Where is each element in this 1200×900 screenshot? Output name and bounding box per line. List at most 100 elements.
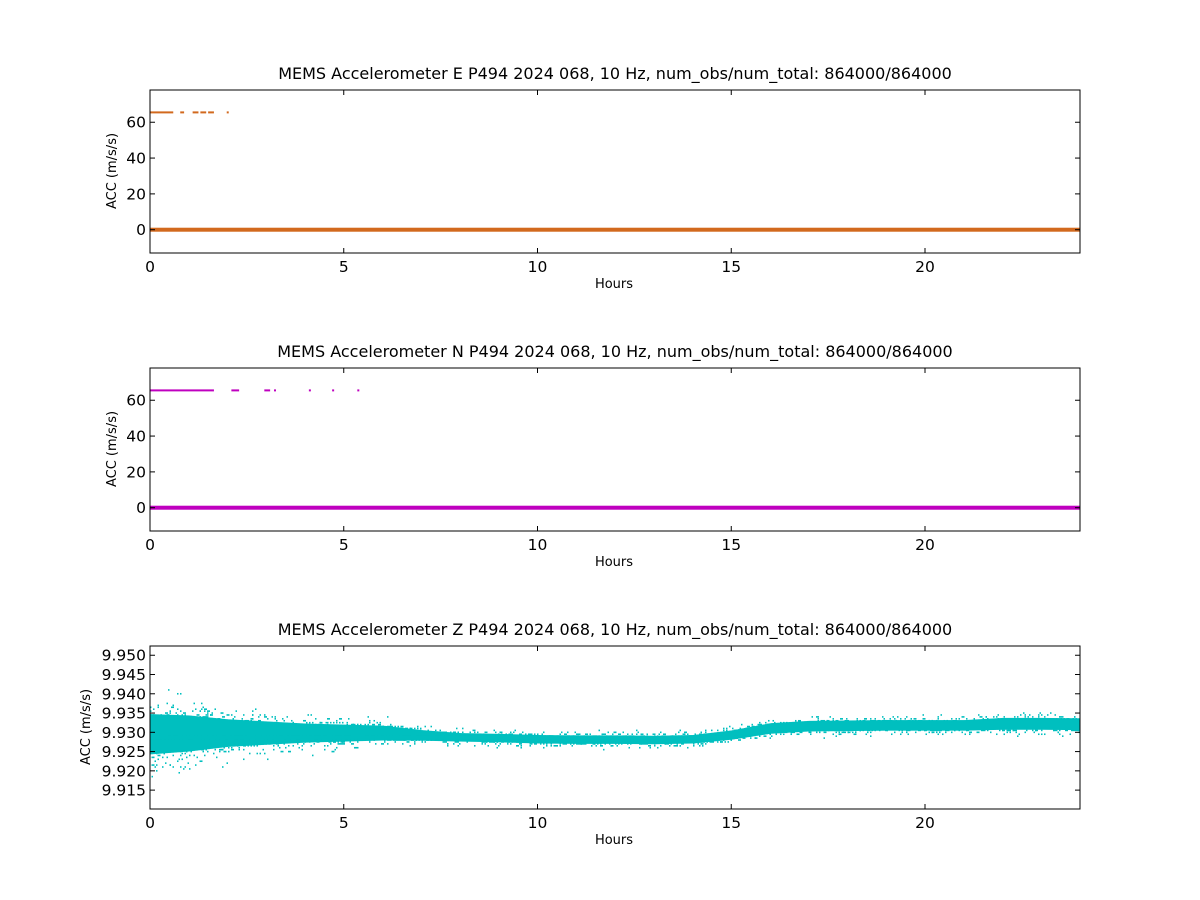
data-point — [832, 733, 834, 736]
data-point — [399, 727, 401, 730]
data-point — [823, 727, 825, 730]
data-point — [565, 739, 567, 741]
data-point — [474, 745, 476, 747]
data-point — [388, 731, 390, 734]
data-point — [346, 729, 348, 732]
data-point — [796, 721, 798, 724]
data-point — [535, 737, 537, 739]
data-point — [874, 719, 876, 722]
data-point — [1032, 725, 1034, 728]
data-point — [606, 741, 608, 743]
data-point — [868, 729, 870, 732]
data-point — [840, 729, 842, 732]
data-point — [247, 719, 249, 722]
data-point — [1059, 716, 1061, 718]
data-point — [912, 727, 914, 730]
data-point — [357, 737, 359, 739]
data-point — [235, 735, 237, 737]
data-point — [703, 739, 705, 741]
data-point — [622, 731, 624, 734]
data-point — [390, 725, 392, 728]
data-point — [789, 725, 791, 728]
data-point — [619, 741, 621, 743]
data-point — [1060, 719, 1062, 722]
data-point — [960, 723, 962, 726]
data-point — [363, 725, 365, 728]
data-point — [1017, 735, 1019, 737]
data-point — [699, 741, 701, 743]
data-point — [267, 729, 269, 732]
data-point — [958, 725, 960, 728]
data-point — [214, 748, 216, 751]
data-point — [364, 723, 366, 726]
data-point — [174, 727, 176, 730]
data-point — [462, 733, 464, 736]
data-point — [982, 719, 984, 731]
data-point — [189, 745, 191, 747]
data-point — [961, 716, 963, 718]
data-point — [174, 748, 176, 751]
data-point — [841, 727, 843, 730]
data-point — [1026, 719, 1028, 722]
data-point — [726, 727, 728, 730]
data-point — [775, 727, 777, 730]
data-point — [162, 714, 164, 754]
data-point — [183, 737, 185, 739]
data-point — [996, 719, 998, 722]
data-point — [1009, 719, 1011, 722]
data-point — [775, 723, 777, 726]
data-point — [909, 725, 911, 728]
data-point — [331, 735, 333, 737]
data-point — [333, 731, 335, 734]
data-point — [273, 745, 275, 747]
data-point — [744, 735, 746, 737]
data-point — [904, 723, 906, 726]
data-point — [864, 725, 866, 728]
data-point — [226, 737, 228, 739]
data-point — [913, 723, 915, 726]
data-point — [841, 718, 843, 720]
data-point — [705, 729, 707, 732]
data-point — [603, 748, 605, 751]
data-point — [880, 725, 882, 728]
data-point — [315, 731, 317, 734]
data-point — [313, 733, 315, 736]
data-point — [463, 733, 465, 742]
data-point — [250, 727, 252, 730]
data-point — [865, 718, 867, 720]
data-point — [253, 720, 255, 746]
data-point — [223, 716, 225, 718]
data-point — [531, 734, 533, 744]
data-point — [927, 723, 929, 726]
data-point — [549, 735, 551, 737]
data-point — [964, 721, 966, 724]
data-point — [202, 716, 204, 750]
data-point — [1074, 729, 1076, 732]
data-point — [943, 719, 945, 722]
data-point — [1020, 723, 1022, 726]
data-point — [190, 750, 192, 753]
data-point — [802, 721, 804, 732]
data-point — [987, 718, 989, 720]
data-point — [1024, 714, 1026, 716]
data-point — [417, 735, 419, 737]
data-point — [618, 739, 620, 741]
data-point — [334, 724, 336, 742]
data-point — [378, 723, 380, 726]
data-point — [450, 737, 452, 739]
data-point — [190, 741, 192, 743]
data-point — [663, 735, 665, 737]
data-point — [919, 719, 921, 722]
data-point — [513, 735, 515, 737]
data-point — [484, 731, 486, 734]
data-point — [241, 735, 243, 737]
data-point — [294, 733, 296, 736]
data-point — [1023, 727, 1025, 730]
data-point — [162, 725, 164, 728]
data-point — [226, 714, 228, 716]
data-point — [366, 727, 368, 730]
data-point — [603, 737, 605, 739]
data-point — [160, 741, 162, 743]
data-point — [312, 754, 314, 757]
data-point — [244, 721, 246, 724]
